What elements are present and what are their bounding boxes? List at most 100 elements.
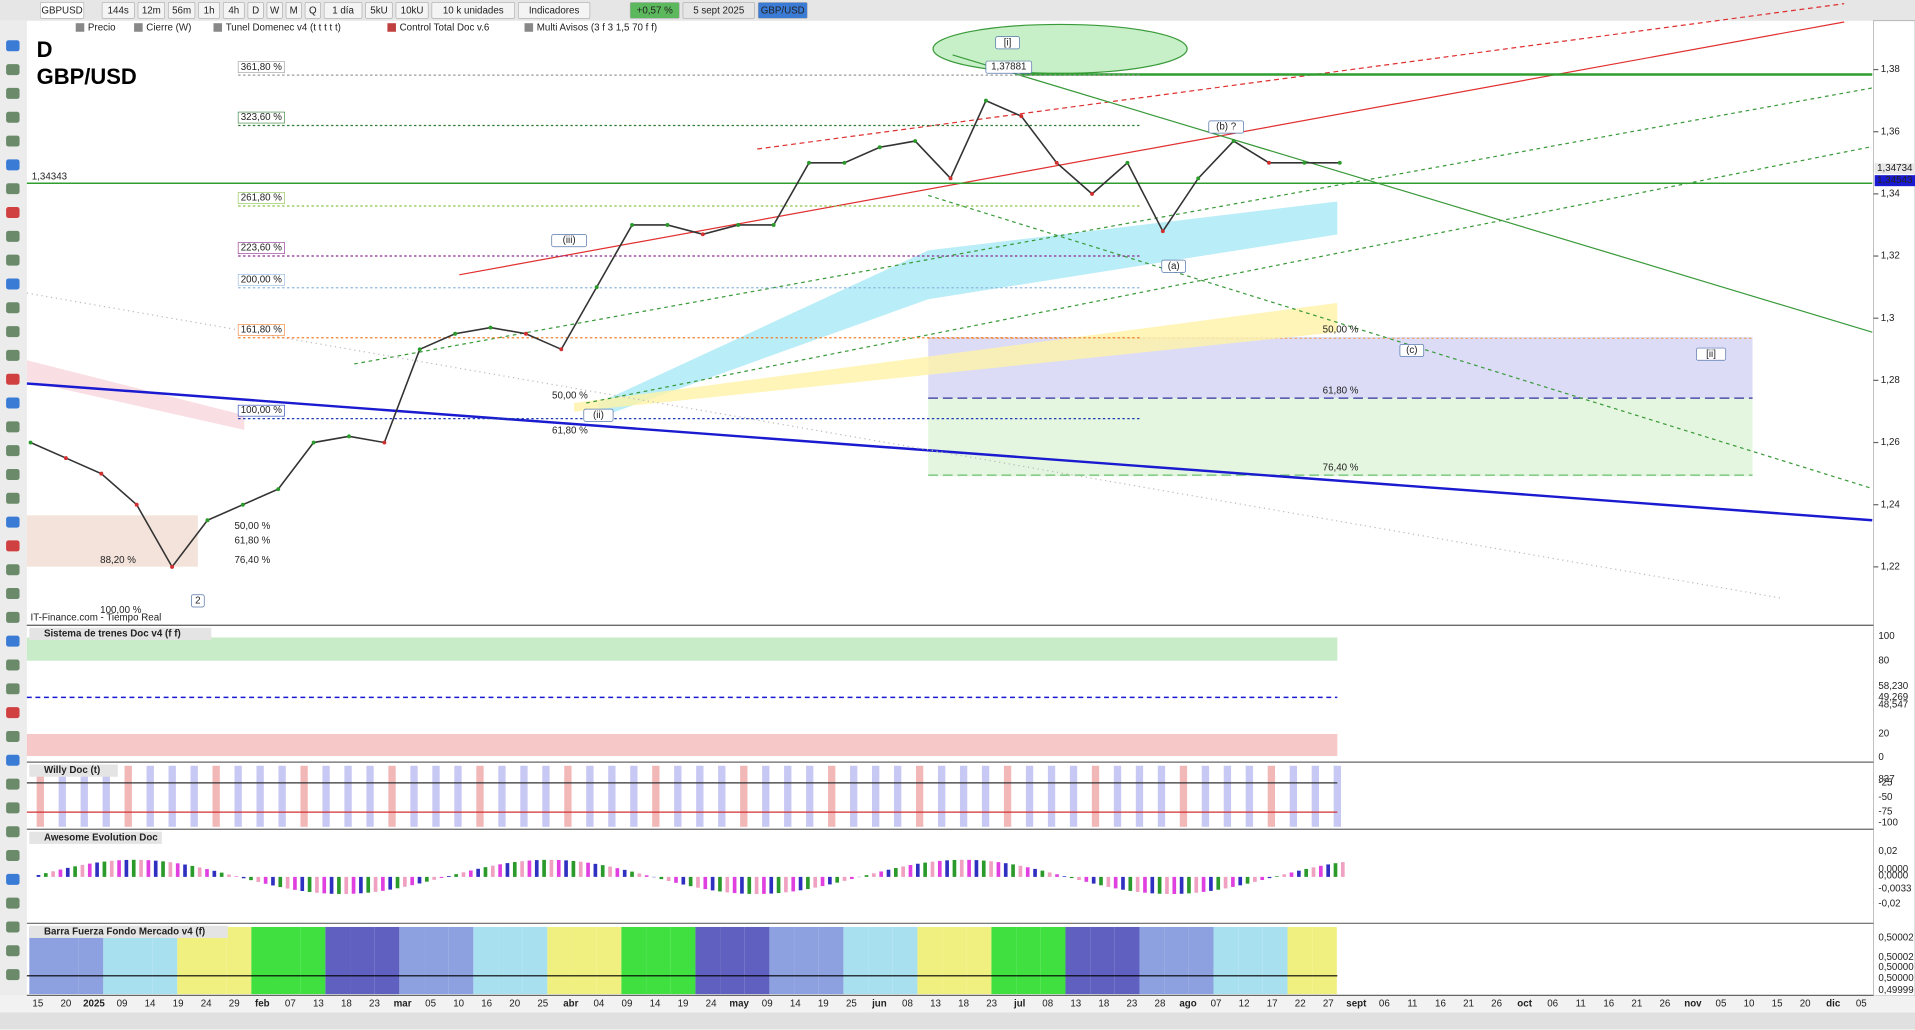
legend-item[interactable]: Precio bbox=[88, 23, 116, 34]
price-point bbox=[594, 285, 599, 290]
toolbar-button[interactable]: 4h bbox=[228, 6, 239, 17]
tool-icon[interactable] bbox=[6, 754, 20, 766]
toolbar-button-bg[interactable] bbox=[365, 2, 393, 19]
toolbar-button-bg[interactable] bbox=[323, 2, 363, 19]
histogram-bar bbox=[139, 859, 143, 877]
tool-icon[interactable] bbox=[6, 159, 20, 171]
toolbar-button[interactable]: 10 k unidades bbox=[443, 6, 504, 17]
tool-icon[interactable] bbox=[6, 873, 20, 885]
tool-icon[interactable] bbox=[6, 611, 20, 623]
tool-icon[interactable] bbox=[6, 87, 20, 99]
histogram-bar bbox=[732, 876, 737, 894]
tool-icon[interactable] bbox=[6, 826, 20, 838]
toolbar-button[interactable]: M bbox=[290, 6, 298, 17]
fib-label-bg bbox=[237, 242, 285, 254]
legend-item[interactable]: Tunel Domenec v4 (t t t t t) bbox=[226, 23, 341, 34]
strength-block bbox=[794, 926, 819, 995]
tool-icon[interactable] bbox=[6, 850, 20, 862]
toolbar-button-bg[interactable] bbox=[285, 2, 302, 19]
toolbar-button-bg[interactable] bbox=[395, 2, 429, 19]
price-point bbox=[1267, 160, 1271, 165]
tool-icon[interactable] bbox=[6, 635, 20, 647]
symbol-field-bg[interactable] bbox=[39, 2, 85, 19]
tool-icon[interactable] bbox=[6, 921, 20, 933]
tool-icon[interactable] bbox=[6, 468, 20, 480]
toolbar-button-bg[interactable] bbox=[137, 2, 165, 19]
tool-icon[interactable] bbox=[6, 254, 20, 266]
tool-icon[interactable] bbox=[6, 302, 20, 314]
tool-icon[interactable] bbox=[6, 588, 20, 600]
tool-icon[interactable] bbox=[6, 326, 20, 338]
tool-icon[interactable] bbox=[6, 897, 20, 909]
toolbar-button-bg[interactable] bbox=[304, 2, 321, 19]
date-label[interactable]: 5 sept 2025 bbox=[693, 6, 745, 17]
histogram-bar bbox=[893, 868, 898, 877]
tool-icon[interactable] bbox=[6, 421, 20, 433]
legend-item[interactable]: Control Total Doc v.6 bbox=[400, 23, 490, 34]
legend-checkbox[interactable] bbox=[213, 23, 223, 32]
tool-icon[interactable] bbox=[6, 707, 20, 719]
histogram-bar bbox=[381, 876, 385, 891]
tool-icon[interactable] bbox=[6, 373, 20, 385]
histogram-bar bbox=[923, 862, 927, 877]
tool-icon[interactable] bbox=[6, 349, 20, 361]
date-label-bg[interactable] bbox=[682, 2, 755, 19]
toolbar-button[interactable]: 1 día bbox=[332, 6, 354, 17]
legend-item[interactable]: Multi Avisos (3 f 3 1,5 70 f f) bbox=[537, 23, 657, 34]
tool-icon[interactable] bbox=[6, 40, 20, 52]
histogram-bar bbox=[1326, 864, 1330, 877]
histogram-bar bbox=[366, 876, 371, 893]
tool-icon[interactable] bbox=[6, 183, 20, 195]
tool-icon[interactable] bbox=[6, 730, 20, 742]
toolbar-button-bg[interactable] bbox=[518, 2, 591, 19]
tool-icon[interactable] bbox=[6, 802, 20, 814]
tool-icon[interactable] bbox=[6, 564, 20, 576]
toolbar-button[interactable]: W bbox=[270, 6, 280, 17]
tool-icon[interactable] bbox=[6, 540, 20, 552]
legend-checkbox[interactable] bbox=[134, 23, 143, 32]
tool-icon[interactable] bbox=[6, 445, 20, 457]
tool-icon[interactable] bbox=[6, 516, 20, 528]
toolbar-button-bg[interactable] bbox=[222, 2, 245, 19]
tool-icon[interactable] bbox=[6, 64, 20, 76]
tool-icon[interactable] bbox=[6, 111, 20, 123]
symbol-field[interactable]: GBPUSD bbox=[41, 6, 82, 17]
pair-badge[interactable]: GBP/USD bbox=[761, 6, 805, 17]
change-badge-bg[interactable] bbox=[629, 2, 680, 19]
toolbar-button-bg[interactable] bbox=[247, 2, 264, 19]
tool-icon[interactable] bbox=[6, 659, 20, 671]
toolbar-button-bg[interactable] bbox=[167, 2, 196, 19]
toolbar-button-bg[interactable] bbox=[431, 2, 515, 19]
pair-badge-bg[interactable] bbox=[757, 2, 808, 19]
tool-icon[interactable] bbox=[6, 278, 20, 290]
legend-checkbox[interactable] bbox=[387, 23, 396, 32]
legend-item[interactable]: Cierre (W) bbox=[146, 23, 191, 34]
histogram-bar bbox=[813, 876, 818, 888]
legend-checkbox[interactable] bbox=[524, 23, 534, 32]
tool-icon[interactable] bbox=[6, 397, 20, 409]
toolbar-button[interactable]: 56m bbox=[172, 6, 191, 17]
histogram-bar bbox=[608, 866, 612, 877]
toolbar-button[interactable]: 1h bbox=[204, 6, 215, 17]
tool-icon[interactable] bbox=[6, 492, 20, 504]
tool-icon[interactable] bbox=[6, 230, 20, 242]
toolbar-button[interactable]: Q bbox=[309, 6, 317, 17]
tool-icon[interactable] bbox=[6, 683, 20, 695]
toolbar-button[interactable]: 12m bbox=[142, 6, 161, 17]
tool-icon[interactable] bbox=[6, 969, 20, 981]
tool-icon[interactable] bbox=[6, 207, 20, 219]
tool-icon[interactable] bbox=[6, 945, 20, 957]
toolbar-button-bg[interactable] bbox=[101, 2, 135, 19]
toolbar-button-bg[interactable] bbox=[266, 2, 283, 19]
toolbar-button[interactable]: 10kU bbox=[401, 6, 424, 17]
histogram-bar bbox=[674, 876, 678, 883]
tool-icon[interactable] bbox=[6, 778, 20, 790]
change-badge[interactable]: +0,57 % bbox=[637, 6, 673, 17]
toolbar-button[interactable]: D bbox=[252, 6, 259, 17]
toolbar-button[interactable]: Indicadores bbox=[529, 6, 580, 17]
toolbar-button[interactable]: 144s bbox=[108, 6, 129, 17]
tool-icon[interactable] bbox=[6, 135, 20, 147]
legend-checkbox[interactable] bbox=[75, 23, 85, 32]
toolbar-button[interactable]: 5kU bbox=[370, 6, 387, 17]
toolbar-button-bg[interactable] bbox=[198, 2, 220, 19]
